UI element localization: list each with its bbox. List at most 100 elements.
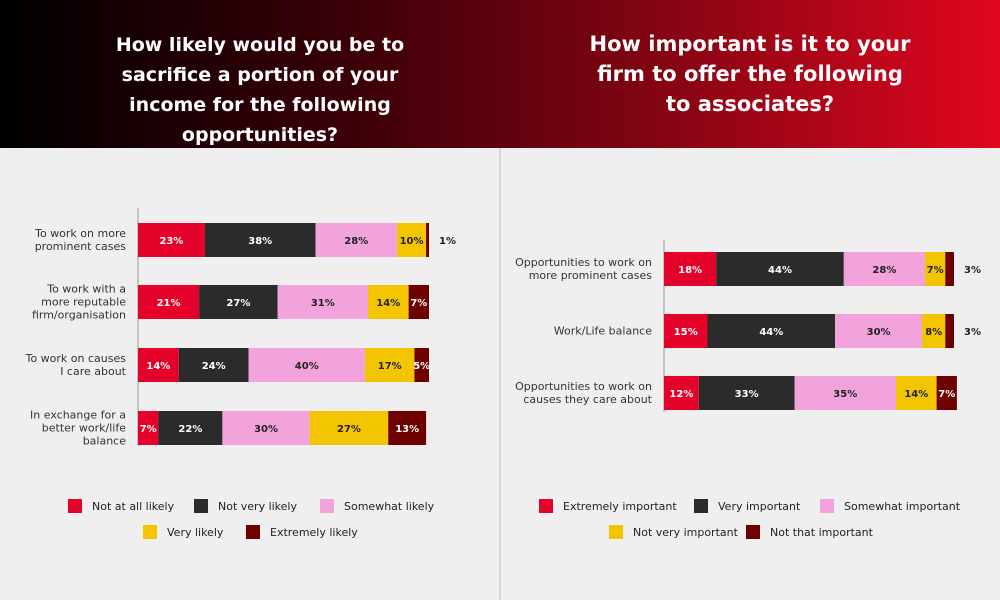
value-label: 15%: [674, 327, 698, 338]
value-label: 8%: [925, 327, 942, 338]
bar-segment: [945, 252, 954, 286]
category-label: Work/Life balance: [553, 324, 652, 338]
bar-segment: [426, 223, 429, 257]
value-label: 5%: [413, 361, 430, 372]
bar-segment: [936, 376, 957, 410]
legend-label: Somewhat important: [844, 500, 961, 513]
legend-label: Very likely: [167, 526, 224, 539]
category-label: Opportunities to work on causes they car…: [515, 380, 652, 406]
bar-segment: [138, 223, 205, 257]
value-label: 14%: [904, 389, 928, 400]
chart-title: How important is it to your firm to offe…: [589, 32, 911, 116]
bar-segment: [315, 223, 397, 257]
legend-swatch: [694, 499, 708, 513]
value-label: 7%: [927, 265, 944, 276]
value-label: 7%: [938, 389, 955, 400]
value-label: 28%: [872, 265, 896, 276]
category-label: To work on more prominent cases: [34, 227, 126, 253]
bar-segment: [138, 348, 179, 382]
bar-segment: [364, 348, 415, 382]
bar-segment: [222, 411, 310, 445]
bar-segment: [664, 376, 699, 410]
value-label: 31%: [311, 298, 335, 309]
value-label: 1%: [439, 236, 456, 247]
bar-segment: [309, 411, 389, 445]
bar-segment: [922, 314, 946, 348]
bar-segment: [835, 314, 923, 348]
bar-segment: [396, 223, 427, 257]
bar-segment: [843, 252, 925, 286]
legend-label: Not at all likely: [92, 500, 175, 513]
value-label: 35%: [833, 389, 857, 400]
value-label: 24%: [202, 361, 226, 372]
bar-segment: [408, 285, 429, 319]
legend-swatch: [746, 525, 760, 539]
bar-segment: [794, 376, 896, 410]
value-label: 18%: [678, 265, 702, 276]
value-label: 3%: [964, 265, 981, 276]
bar-segment: [388, 411, 427, 445]
bar-segment: [664, 252, 717, 286]
legend-swatch: [609, 525, 623, 539]
value-label: 27%: [337, 424, 361, 435]
value-label: 7%: [140, 424, 157, 435]
legend-swatch: [820, 499, 834, 513]
value-label: 14%: [146, 361, 170, 372]
legend-swatch: [320, 499, 334, 513]
value-label: 28%: [344, 236, 368, 247]
value-label: 38%: [248, 236, 272, 247]
bar-segment: [664, 314, 708, 348]
value-label: 30%: [254, 424, 278, 435]
legend-label: Not very important: [633, 526, 739, 539]
category-label: Opportunities to work on more prominent …: [515, 256, 652, 282]
legend-label: Extremely important: [563, 500, 677, 513]
category-label: In exchange for a better work/life balan…: [30, 408, 126, 448]
value-label: 44%: [759, 327, 783, 338]
value-label: 27%: [226, 298, 250, 309]
legend-swatch: [246, 525, 260, 539]
bar-segment: [896, 376, 937, 410]
bar-segment: [138, 285, 200, 319]
header: [0, 0, 1000, 148]
bar-segment: [707, 314, 836, 348]
bar-segment: [925, 252, 946, 286]
value-label: 33%: [735, 389, 759, 400]
chart-title: How likely would you be to sacrifice a p…: [115, 34, 405, 146]
category-label: To work with a more reputable firm/organ…: [31, 282, 126, 322]
value-label: 14%: [376, 298, 400, 309]
bar-segment: [367, 285, 409, 319]
value-label: 7%: [410, 298, 427, 309]
legend-swatch: [143, 525, 157, 539]
bar-segment: [248, 348, 365, 382]
value-label: 12%: [669, 389, 693, 400]
bar-segment: [204, 223, 316, 257]
value-label: 30%: [867, 327, 891, 338]
bar-segment: [199, 285, 278, 319]
bar-segment: [698, 376, 795, 410]
bar-segment: [945, 314, 954, 348]
bar-segment: [277, 285, 368, 319]
legend-swatch: [194, 499, 208, 513]
legend-label: Extremely likely: [270, 526, 358, 539]
value-label: 22%: [178, 424, 202, 435]
value-label: 40%: [295, 361, 319, 372]
bar-segment: [414, 348, 429, 382]
bar-segment: [138, 411, 159, 445]
legend-swatch: [68, 499, 82, 513]
bar-segment: [178, 348, 249, 382]
legend-label: Very important: [718, 500, 801, 513]
value-label: 17%: [378, 361, 402, 372]
value-label: 21%: [157, 298, 181, 309]
bar-segment: [158, 411, 223, 445]
value-label: 10%: [400, 236, 424, 247]
legend-label: Somewhat likely: [344, 500, 435, 513]
value-label: 13%: [395, 424, 419, 435]
value-label: 3%: [964, 327, 981, 338]
category-label: To work on causes I care about: [25, 352, 126, 378]
legend-label: Not very likely: [218, 500, 297, 513]
value-label: 23%: [159, 236, 183, 247]
legend-label: Not that important: [770, 526, 874, 539]
bar-segment: [716, 252, 844, 286]
